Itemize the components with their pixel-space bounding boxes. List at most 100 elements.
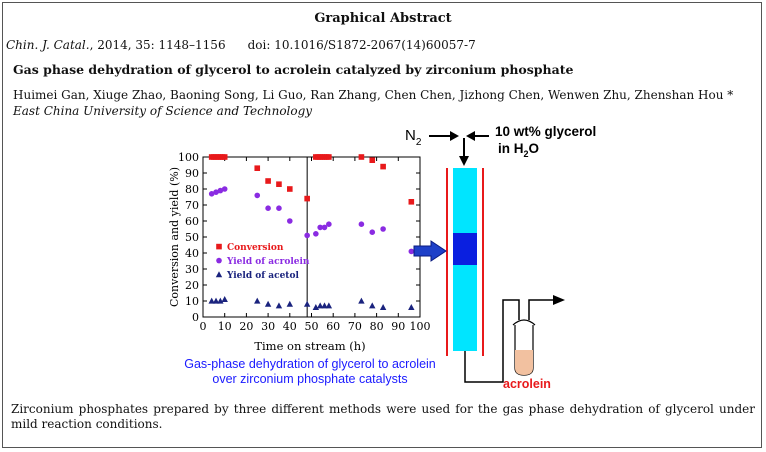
data-point-circle — [304, 232, 310, 239]
feed-label-line1: 10 wt% glycerol — [495, 124, 596, 139]
data-point-triangle — [379, 304, 387, 310]
data-point-circle — [408, 248, 415, 255]
data-point-triangle — [325, 302, 333, 309]
y-tick-label: 80 — [185, 183, 199, 196]
data-point-circle — [321, 224, 328, 231]
x-tick-label: 90 — [391, 320, 405, 333]
vent-arrowhead-icon — [553, 295, 565, 305]
outlet-pipe — [464, 299, 520, 383]
data-point-circle — [369, 229, 376, 235]
y-tick-label: 30 — [185, 263, 199, 276]
x-axis-label: Time on stream (h) — [254, 339, 365, 353]
data-point-circle — [358, 221, 365, 227]
y-tick-label: 90 — [185, 167, 199, 180]
article-title: Gas phase dehydration of glycerol to acr… — [13, 62, 574, 77]
citation-volume: , 2014, 35: 1148–1156 — [89, 38, 226, 52]
chart-axes: 0 10 20 30 40 50 60 70 80 90 100010203040506070809… — [178, 151, 431, 333]
feed-label-line2: in H2O — [498, 141, 539, 159]
figure-caption-line2: over zirconium phosphate catalysts — [212, 372, 408, 386]
affiliation: East China University of Science and Tec… — [13, 104, 313, 118]
data-point-square — [254, 165, 261, 171]
data-point-triangle — [275, 302, 283, 309]
data-point-square — [304, 195, 310, 202]
product-liquid — [515, 350, 533, 375]
legend-marker-circle — [216, 257, 222, 264]
figure-caption-line1: Gas-phase dehydration of glycerol to acr… — [184, 357, 436, 371]
plot-frame — [202, 156, 421, 318]
product-label: acrolein — [503, 377, 551, 391]
data-point-triangle — [221, 296, 228, 302]
x-tick-label: 100 — [410, 320, 431, 333]
transfer-arrow-icon — [413, 240, 447, 262]
y-tick-label: 10 — [185, 295, 199, 308]
legend-label: Yield of acetol — [226, 271, 299, 281]
data-point-circle — [326, 221, 332, 227]
chart-legend: Conversion Yield of acrolein Yield of acet… — [215, 243, 310, 281]
data-point-circle — [213, 189, 219, 195]
x-tick-label: 30 — [261, 320, 275, 333]
data-point-circle — [221, 186, 228, 192]
y-axis-label: Conversion and yield (%) — [168, 167, 181, 307]
data-point-triangle — [212, 297, 220, 304]
legend-label: Conversion — [227, 243, 284, 253]
doi[interactable]: doi: 10.1016/S1872-2067(14)60057-7 — [247, 38, 476, 52]
liquid-arrowhead-icon — [466, 131, 475, 141]
data-point-circle — [317, 224, 323, 231]
data-point-circle — [380, 226, 386, 232]
data-point-square — [221, 154, 228, 160]
data-point-triangle — [254, 297, 261, 304]
x-tick-label: 20 — [239, 320, 253, 333]
graphical-abstract-title: Graphical Abstract — [314, 11, 452, 26]
gas-arrowhead-icon — [450, 131, 459, 141]
conversion-yield-chart: 0 10 20 30 40 50 60 70 80 90 100010203040506070809… — [168, 151, 431, 353]
data-point-square — [408, 199, 415, 205]
y-tick-label: 70 — [185, 199, 199, 212]
legend-marker-square — [216, 243, 222, 250]
n2-label: N2 — [405, 127, 422, 148]
x-tick-label: 80 — [370, 320, 384, 333]
legend-marker-triangle — [215, 271, 223, 278]
authors: Huimei Gan, Xiuge Zhao, Baoning Song, Li… — [13, 88, 734, 102]
x-tick-label: 70 — [348, 320, 362, 333]
data-point-triangle — [321, 302, 328, 309]
abstract-frame — [2, 2, 762, 448]
data-point-triangle — [217, 297, 224, 304]
data-point-triangle — [286, 300, 293, 307]
data-point-circle — [287, 218, 293, 224]
chart-marks — [208, 154, 415, 310]
y-tick-label: 50 — [185, 231, 199, 244]
data-point-triangle — [358, 297, 365, 304]
data-point-square — [358, 154, 365, 160]
data-point-circle — [265, 205, 271, 211]
data-point-square — [369, 157, 376, 163]
y-tick-label: 60 — [185, 215, 199, 228]
data-point-triangle — [312, 304, 320, 310]
data-point-circle — [217, 187, 224, 194]
data-point-circle — [208, 191, 215, 197]
y-tick-label: 100 — [178, 151, 199, 164]
citation: Chin. J. Catal., 2014, 35: 1148–1156 doi:… — [6, 38, 476, 52]
x-tick-label: 0 — [200, 320, 207, 333]
x-tick-label: 10 — [218, 320, 232, 333]
data-point-square — [326, 154, 332, 160]
data-point-square — [265, 178, 271, 184]
y-tick-label: 40 — [185, 247, 199, 260]
data-point-triangle — [408, 304, 415, 310]
data-point-triangle — [316, 302, 324, 309]
summary-text: Zirconium phosphates prepared by three d… — [11, 402, 755, 431]
journal-name: Chin. J. Catal. — [6, 38, 90, 52]
legend-label: Yield of acrolein — [226, 257, 310, 267]
x-tick-label: 60 — [326, 320, 340, 333]
flask-neck — [512, 319, 536, 326]
catalyst-bed — [453, 233, 477, 265]
vent-pipe — [528, 299, 555, 320]
data-point-triangle — [264, 300, 272, 307]
reactor-schematic: N2 10 wt% glycerol in H2O acrolein — [405, 124, 596, 391]
y-tick-label: 0 — [192, 311, 199, 324]
data-point-circle — [313, 231, 319, 237]
x-tick-label: 40 — [283, 320, 297, 333]
data-point-square — [276, 181, 282, 187]
data-point-circle — [254, 192, 261, 199]
data-point-triangle — [303, 300, 311, 307]
y-tick-label: 20 — [185, 279, 199, 292]
